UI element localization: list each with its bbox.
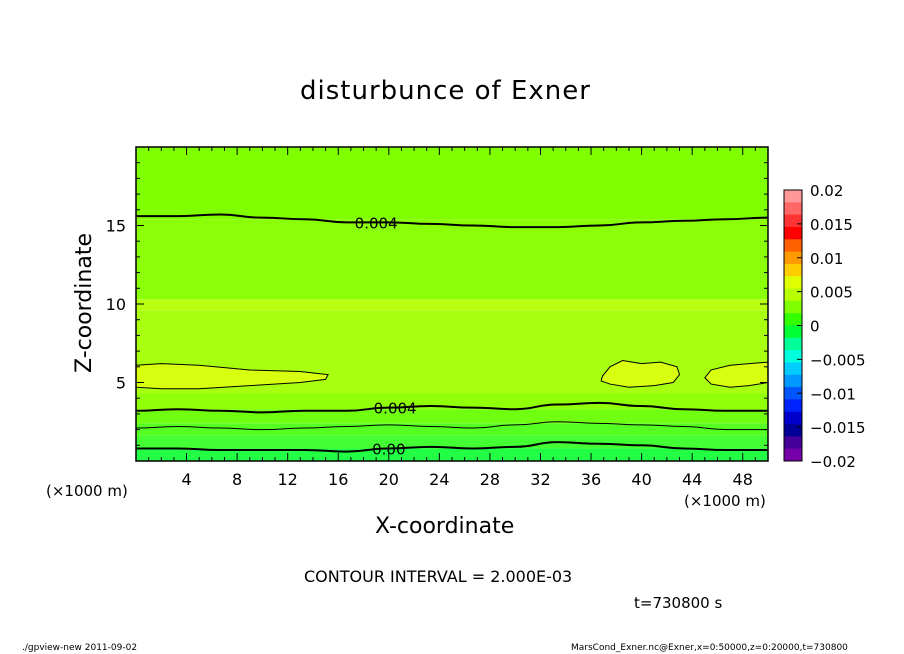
contour-label: 0.004 (355, 214, 398, 232)
colorbar-segment (784, 362, 802, 376)
colorbar-tick-label: −0.015 (810, 419, 866, 437)
colorbar-segment (784, 399, 802, 413)
closed-contours (135, 360, 769, 390)
colorbar-segment (784, 190, 802, 203)
colorbar-segment (784, 300, 802, 314)
color-bands (136, 147, 768, 461)
colorbar-segment (784, 448, 802, 462)
footer-left: ./gpview-new 2011-09-02 (22, 643, 138, 653)
x-unit-left: (×1000 m) (46, 482, 128, 500)
colorbar-segment (784, 214, 802, 228)
colorbar-segment (784, 313, 802, 326)
closed-contour (600, 360, 681, 388)
x-tick-label: 48 (733, 470, 753, 489)
x-tick-label: 12 (278, 470, 298, 489)
y-axis-label: Z-coordinate (72, 233, 97, 373)
contour-line (135, 401, 768, 414)
colorbar-tick-label: 0.01 (810, 250, 843, 268)
colorbar: 0.02 0.015 0.01 0.005 0 −0.005 −0.01 −0.015 −0.0… (783, 182, 866, 471)
color-band (136, 393, 768, 410)
x-tick-label: 36 (581, 470, 601, 489)
color-band (136, 435, 768, 449)
color-band (136, 299, 768, 311)
colorbar-segment (784, 263, 802, 277)
colorbar-segment (784, 436, 802, 450)
colorbar-segment (784, 350, 802, 363)
chart-title: disturbunce of Exner (300, 76, 591, 106)
colorbar-segment (784, 288, 802, 302)
color-band (136, 448, 768, 461)
colorbar-segment (784, 202, 802, 216)
closed-contour (704, 361, 769, 388)
contour-interval-text: CONTOUR INTERVAL = 2.000E-03 (304, 567, 573, 586)
x-tick-label: 24 (429, 470, 449, 489)
colorbar-segment (784, 411, 802, 425)
colorbar-tick-label: 0.02 (810, 182, 843, 200)
color-band (136, 219, 768, 300)
contour-label: 0.004 (374, 399, 417, 417)
color-band (136, 423, 768, 436)
colorbar-tick-label: 0 (810, 318, 820, 336)
x-tick-label: 8 (232, 470, 242, 489)
colorbar-segment (784, 387, 802, 400)
x-tick-label: 16 (328, 470, 348, 489)
colorbar-tick-label: −0.005 (810, 351, 866, 369)
x-tick-label: 4 (181, 470, 191, 489)
y-tick-label: 15 (106, 217, 126, 236)
color-band (136, 409, 768, 424)
footer-right: MarsCond_Exner.nc@Exner,x=0:50000,z=0:20… (571, 643, 848, 653)
colorbar-tick-label: 0.005 (810, 284, 853, 302)
colorbar-segment (784, 251, 802, 265)
colorbar-segment (784, 374, 802, 388)
x-axis-ticks: 4 8 12 16 20 24 28 32 36 40 44 48 (148, 147, 756, 489)
x-tick-label: 32 (530, 470, 550, 489)
colorbar-tick-label: −0.02 (810, 453, 856, 471)
x-axis-label: X-coordinate (375, 514, 515, 539)
contour-label: 0.00 (372, 440, 405, 458)
colorbar-segment (784, 226, 802, 240)
x-unit-right: (×1000 m) (684, 492, 766, 510)
x-tick-label: 40 (631, 470, 651, 489)
colorbar-segment (784, 239, 802, 253)
contour-line (135, 441, 768, 453)
x-tick-label: 44 (682, 470, 702, 489)
time-text: t=730800 s (634, 594, 723, 612)
y-tick-label: 10 (106, 295, 126, 314)
contour-line (135, 421, 768, 431)
colorbar-segment (784, 424, 802, 437)
contour-line (136, 213, 769, 229)
contour-lines: 0.004 0.004 0.00 (135, 213, 769, 458)
colorbar-tick-label: 0.015 (810, 216, 853, 234)
y-tick-label: 5 (116, 374, 126, 393)
colorbar-segment (784, 276, 802, 290)
x-tick-label: 20 (379, 470, 399, 489)
x-tick-label: 28 (480, 470, 500, 489)
colorbar-tick-label: −0.01 (810, 385, 856, 403)
colorbar-segment (784, 337, 802, 351)
color-band (136, 147, 768, 220)
closed-contour (135, 363, 329, 390)
y-axis-ticks: 5 10 15 (106, 162, 768, 446)
colorbar-segment (784, 325, 802, 339)
